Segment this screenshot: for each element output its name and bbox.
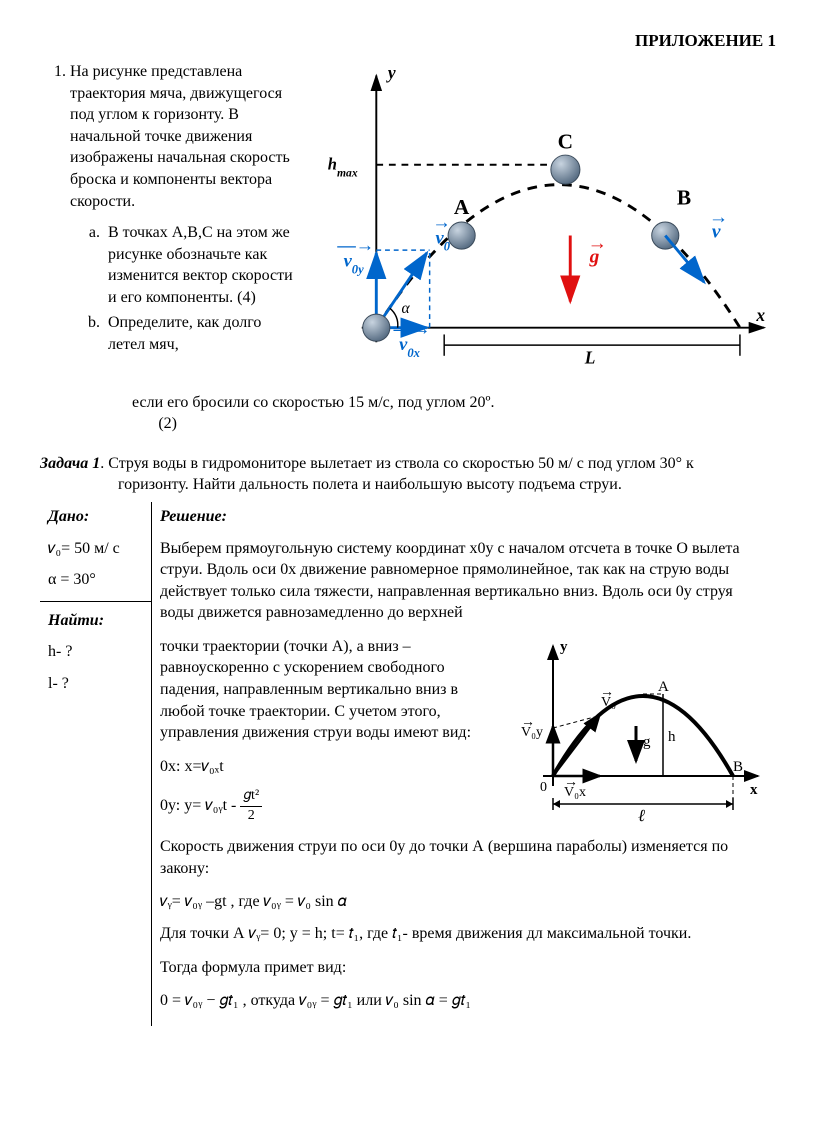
find-h: h- ? xyxy=(48,641,143,663)
figure-2: y x 0 V₀→ V₀y→ V₀x→ xyxy=(518,636,768,833)
given-v0: 𝑣₀= 50 м/ с xyxy=(48,538,143,560)
given-label: Дано: xyxy=(48,506,143,528)
svg-text:α: α xyxy=(402,300,411,317)
problem-1-container: На рисунке представлена траектория мяча,… xyxy=(40,61,776,388)
svg-text:V₀→: V₀→ xyxy=(600,685,616,710)
svg-text:B: B xyxy=(733,759,743,775)
svg-text:g: g xyxy=(643,734,651,750)
solution-diagram: y x 0 V₀→ V₀y→ V₀x→ xyxy=(518,636,768,826)
eq-0x: 0х: х=𝑣₀ₓt xyxy=(160,756,506,778)
svg-text:g→: g→ xyxy=(588,233,607,268)
solution-p4: Для точки А 𝑣ᵧ= 0; у = h; t= 𝑡₁, где 𝑡₁-… xyxy=(160,923,768,945)
svg-text:B: B xyxy=(677,185,691,209)
solution-p1: Выберем прямоугольную систему координат … xyxy=(160,538,768,624)
problem-1: На рисунке представлена траектория мяча,… xyxy=(70,61,296,356)
eq-final: 0 = 𝑣₀ᵧ − 𝑔𝑡₁ , откуда 𝑣₀ᵧ = 𝑔𝑡₁ или 𝑣₀ … xyxy=(160,990,768,1012)
svg-text:y: y xyxy=(386,62,396,82)
trajectory-diagram: y x hmax v0→ v0y—→ v0x—→ α A xyxy=(316,61,776,381)
fraction: 𝑔t² 2 xyxy=(240,787,262,826)
given-find-column: Дано: 𝑣₀= 50 м/ с α = 30° Найти: h- ? l-… xyxy=(40,502,152,1026)
svg-text:A: A xyxy=(454,195,470,219)
solution-label: Решение: xyxy=(160,506,768,528)
appendix-title: ПРИЛОЖЕНИЕ 1 xyxy=(40,30,776,53)
task-1-title: Задача 1 xyxy=(40,455,100,472)
problem-1b-cont: если его бросили со скоростью 15 м/с, по… xyxy=(40,392,776,435)
problem-1a: В точках А,В,С на этом же рисунке обозна… xyxy=(104,222,296,308)
svg-text:h: h xyxy=(668,729,676,745)
problem-1-text: На рисунке представлена траектория мяча,… xyxy=(40,61,296,388)
svg-text:ℓ: ℓ xyxy=(638,806,645,825)
svg-text:v→: v→ xyxy=(709,207,728,243)
solution-p3: Скорость движения струи по оси 0у до точ… xyxy=(160,836,768,879)
solution-p2: точки траектории (точки А), а вниз – рав… xyxy=(160,636,506,744)
svg-text:y: y xyxy=(560,639,568,655)
svg-text:x: x xyxy=(750,782,758,798)
given-alpha: α = 30° xyxy=(48,569,143,591)
svg-text:V₀y→: V₀y→ xyxy=(521,715,543,740)
svg-text:x: x xyxy=(755,305,765,325)
svg-text:A: A xyxy=(658,679,669,695)
figure-1: y x hmax v0→ v0y—→ v0x—→ α A xyxy=(316,61,776,388)
svg-text:hmax: hmax xyxy=(328,155,358,180)
svg-text:L: L xyxy=(584,347,596,367)
solution-layout: Дано: 𝑣₀= 50 м/ с α = 30° Найти: h- ? l-… xyxy=(40,502,776,1026)
eq-vy: 𝑣ᵧ= 𝑣₀ᵧ –gt , где 𝑣₀ᵧ = 𝑣₀ sin 𝛼 xyxy=(160,891,768,913)
task-1-statement: Задача 1. Струя воды в гидромониторе выл… xyxy=(40,453,776,496)
svg-text:V₀x→: V₀x→ xyxy=(564,775,586,800)
score-1b: (2) xyxy=(132,413,177,435)
solution-p5: Тогда формула примет вид: xyxy=(160,957,768,979)
problem-1-intro: На рисунке представлена траектория мяча,… xyxy=(70,63,290,210)
find-l: l- ? xyxy=(48,673,143,695)
problem-1b: Определите, как долго летел мяч, xyxy=(104,312,296,355)
solution-column: Решение: Выберем прямоугольную систему к… xyxy=(152,502,777,1026)
svg-text:C: C xyxy=(558,129,573,153)
eq-0y: 0у: у= 𝑣₀ᵧt - 𝑔t² 2 xyxy=(160,787,506,826)
svg-text:v0y—→: v0y—→ xyxy=(337,235,375,277)
find-label: Найти: xyxy=(48,610,143,632)
svg-text:0: 0 xyxy=(540,780,547,795)
